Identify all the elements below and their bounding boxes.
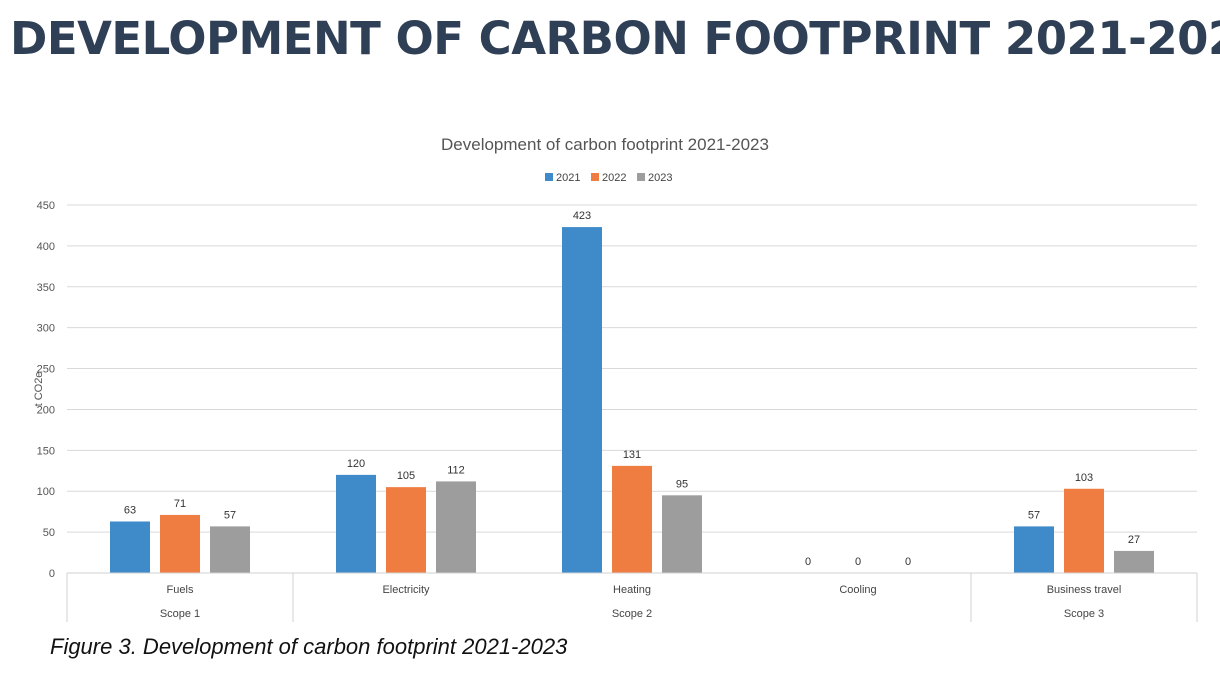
data-label: 120 <box>347 458 365 470</box>
y-tick-label: 0 <box>49 568 55 580</box>
category-label: Heating <box>613 584 651 596</box>
category-label: Cooling <box>839 584 876 596</box>
data-label: 27 <box>1128 534 1140 546</box>
bar-2022-business-travel <box>1064 488 1104 573</box>
bar-2022-fuels <box>160 514 200 573</box>
bar-2021-electricity <box>336 474 376 573</box>
bar-2021-business-travel <box>1014 526 1054 573</box>
bar-2023-business-travel <box>1114 550 1154 573</box>
y-tick-label: 150 <box>37 445 55 457</box>
bar-2023-electricity <box>436 481 476 573</box>
y-tick-label: 200 <box>37 404 55 416</box>
data-label: 71 <box>174 498 186 510</box>
data-label: 0 <box>905 556 911 568</box>
group-label: Scope 2 <box>612 608 652 620</box>
bar-2023-fuels <box>210 526 250 573</box>
bar-2022-electricity <box>386 487 426 573</box>
category-label: Fuels <box>167 584 194 596</box>
bar-2023-heating <box>662 495 702 573</box>
y-tick-label: 350 <box>37 282 55 294</box>
group-label: Scope 1 <box>160 608 200 620</box>
bar-2021-heating <box>562 227 602 573</box>
data-label: 423 <box>573 210 591 222</box>
legend-label: 2021 <box>556 172 580 184</box>
page-title: DEVELOPMENT OF CARBON FOOTPRINT 2021-202… <box>10 12 1220 65</box>
data-label: 103 <box>1075 472 1093 484</box>
legend-swatch <box>545 173 553 181</box>
y-tick-label: 100 <box>37 486 55 498</box>
y-axis-title: t CO2e <box>33 372 45 407</box>
chart-title: Development of carbon footprint 2021-202… <box>441 135 769 154</box>
bar-2021-fuels <box>110 521 150 573</box>
data-label: 0 <box>855 556 861 568</box>
legend-swatch <box>591 173 599 181</box>
y-tick-label: 300 <box>37 323 55 335</box>
data-label: 105 <box>397 470 415 482</box>
category-label: Business travel <box>1047 584 1122 596</box>
legend-swatch <box>637 173 645 181</box>
data-label: 0 <box>805 556 811 568</box>
data-label: 63 <box>124 504 136 516</box>
data-label: 57 <box>1028 509 1040 521</box>
data-label: 131 <box>623 449 641 461</box>
data-label: 95 <box>676 478 688 490</box>
group-label: Scope 3 <box>1064 608 1104 620</box>
y-tick-label: 50 <box>43 527 55 539</box>
y-tick-label: 250 <box>37 364 55 376</box>
data-label: 112 <box>447 464 465 476</box>
data-label: 57 <box>224 509 236 521</box>
legend-label: 2022 <box>602 172 626 184</box>
y-tick-label: 450 <box>37 200 55 212</box>
legend-label: 2023 <box>648 172 672 184</box>
figure-caption: Figure 3. Development of carbon footprin… <box>50 634 568 659</box>
y-tick-label: 400 <box>37 241 55 253</box>
bar-2022-heating <box>612 465 652 573</box>
category-label: Electricity <box>382 584 430 596</box>
